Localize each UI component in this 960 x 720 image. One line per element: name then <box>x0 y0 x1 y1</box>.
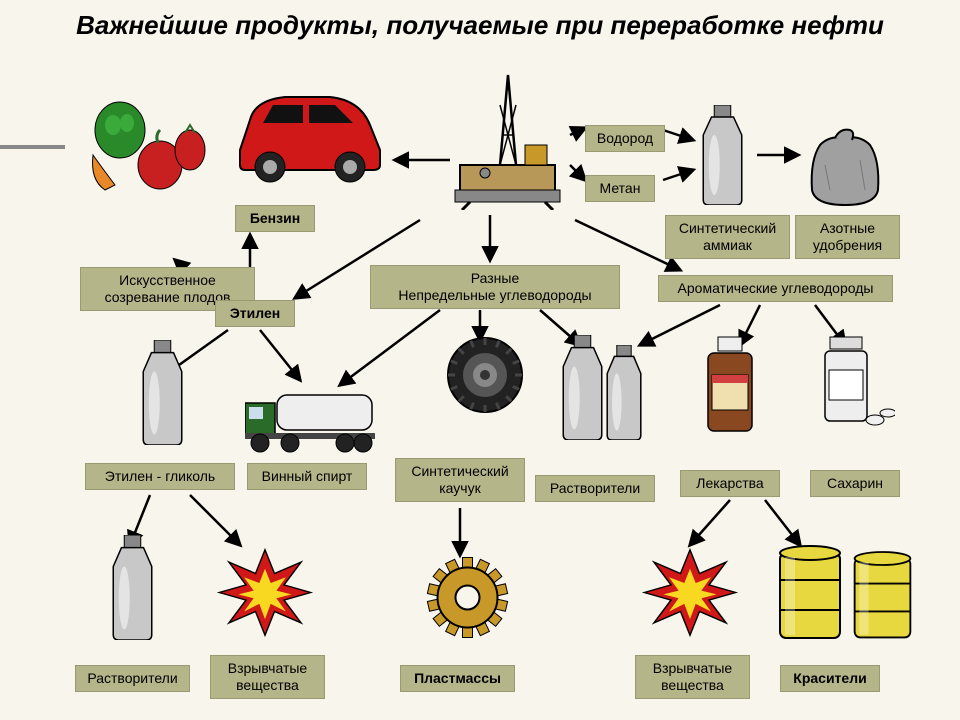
label-wine_spirit: Винный спирт <box>247 463 367 490</box>
page-title: Важнейшие продукты, получаемые при перер… <box>0 10 960 41</box>
label-gasoline: Бензин <box>235 205 315 232</box>
label-dyes: Красители <box>780 665 880 692</box>
barrel-icon <box>850 550 915 645</box>
bottle-icon <box>135 340 190 445</box>
label-medicines: Лекарства <box>680 470 780 497</box>
bottle-icon <box>695 105 750 205</box>
car-icon <box>225 75 390 190</box>
label-explosives2: Взрывчатыевещества <box>635 655 750 699</box>
truck-icon <box>245 385 375 455</box>
vegetables-icon <box>85 95 215 205</box>
barrel-icon <box>775 545 845 645</box>
label-methane: Метан <box>585 175 655 202</box>
label-saccharin: Сахарин <box>810 470 900 497</box>
gear-icon <box>425 555 510 640</box>
label-plastics: Пластмассы <box>400 665 515 692</box>
pill-bottle-icon <box>820 335 875 430</box>
label-nitrogen_fert: Азотныеудобрения <box>795 215 900 259</box>
explosion-icon <box>640 545 740 640</box>
label-solvents2: Растворители <box>75 665 190 692</box>
label-ethylene: Этилен <box>215 300 295 327</box>
decorative-line <box>0 145 65 149</box>
label-aromatic: Ароматические углеводороды <box>658 275 893 302</box>
label-hydrogen: Водород <box>585 125 665 152</box>
medicine-bottle-icon <box>700 335 760 435</box>
label-solvents1: Растворители <box>535 475 655 502</box>
label-synth_rubber: Синтетическийкаучук <box>395 458 525 502</box>
oil-rig-icon <box>440 65 575 210</box>
label-ethylene_glycol: Этилен - гликоль <box>85 463 235 490</box>
bottle-icon <box>105 535 160 640</box>
bottle-icon <box>600 345 648 440</box>
label-explosives1: Взрывчатыевещества <box>210 655 325 699</box>
label-ammonia: Синтетическийаммиак <box>665 215 790 259</box>
explosion-icon <box>215 545 315 640</box>
label-unsaturated: РазныеНепредельные углеводороды <box>370 265 620 309</box>
tire-icon <box>445 335 525 415</box>
sack-icon <box>800 120 890 210</box>
